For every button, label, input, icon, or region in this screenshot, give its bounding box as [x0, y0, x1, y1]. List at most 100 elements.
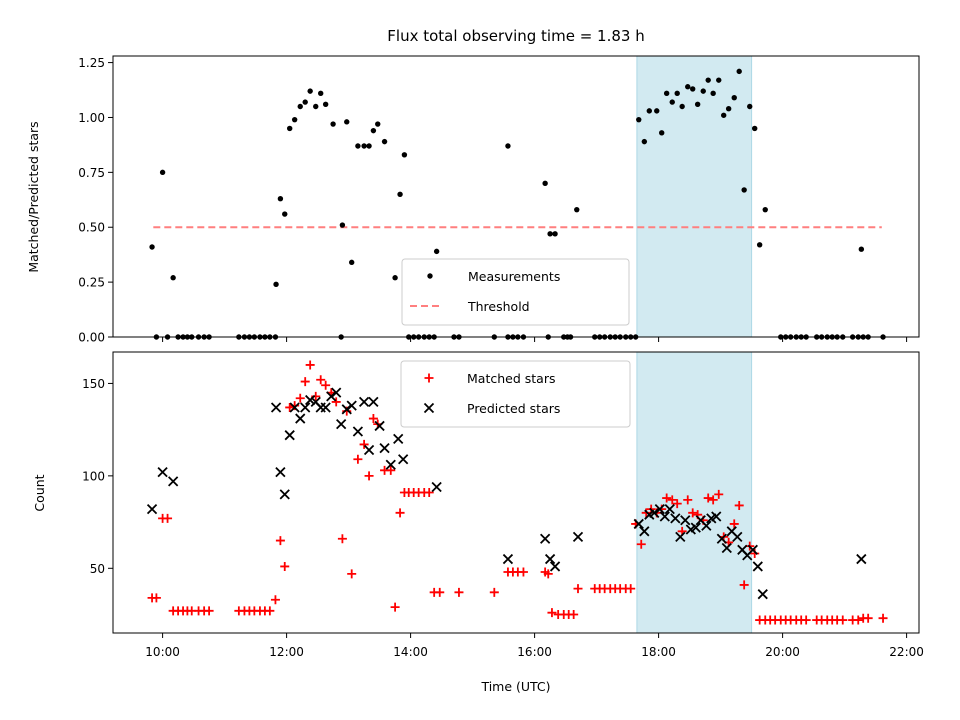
matched-star-point [435, 587, 445, 597]
predicted-star-point [289, 402, 300, 413]
predicted-star-point [649, 507, 660, 518]
y-tick-label: 150 [82, 377, 105, 391]
matched-star-point [265, 606, 275, 616]
matched-star-point [489, 587, 499, 597]
measurement-point [505, 143, 511, 149]
predicted-star-point [701, 520, 712, 531]
top-panel: 0.00 0.25 0.50 0.75 1.00 1.25 Measurements Thre… [26, 55, 920, 345]
measurement-point [401, 152, 408, 158]
predicted-star-point [398, 454, 409, 465]
predicted-star-point [295, 413, 306, 424]
predicted-star-point [654, 504, 665, 515]
predicted-star-point [300, 402, 311, 413]
predicted-star-point [363, 444, 375, 456]
predicted-star-point [279, 489, 290, 500]
matched-star-point [395, 508, 405, 518]
measurement-point [318, 90, 324, 97]
y-tick-label: 0.25 [78, 276, 105, 290]
predicted-star-point [315, 402, 326, 413]
matched-star-point [878, 613, 888, 623]
predicted-star-point [680, 515, 691, 526]
x-axis-label: Time (UTC) [480, 679, 550, 694]
matched-star-point [636, 539, 646, 549]
legend-matched-swatch [424, 373, 434, 383]
legend-label: Predicted stars [467, 401, 560, 416]
predicted-star-point [502, 553, 514, 565]
predicted-star-point [358, 396, 370, 408]
predicted-star-point [320, 402, 331, 413]
matched-star-point [290, 401, 300, 411]
predicted-star-point [732, 531, 743, 543]
predicted-star-point [690, 522, 701, 533]
top-plot-area: 0.00 0.25 0.50 0.75 1.00 1.25 Measurements Thre… [78, 55, 920, 345]
x-tick-label: 20:00 [765, 645, 800, 659]
matched-star-point [300, 377, 310, 387]
matched-star-point [714, 489, 724, 499]
legend: Measurements Threshold [401, 258, 630, 326]
matched-star-point [518, 567, 528, 577]
predicted-star-point [379, 442, 390, 454]
measurement-point [313, 103, 319, 110]
predicted-star-point [352, 426, 364, 437]
matched-star-point [347, 569, 357, 579]
predicted-star-point [270, 402, 282, 413]
matched-star-point [331, 397, 341, 407]
measurement-point [679, 103, 685, 110]
matched-star-point [353, 454, 363, 464]
measurement-point [339, 222, 346, 228]
measurement-point [355, 143, 361, 149]
matched-star-point [729, 519, 739, 529]
predicted-star-point [752, 561, 763, 572]
matched-star-point [626, 584, 636, 594]
matched-star-point [547, 608, 557, 618]
predicted-star-point [572, 531, 584, 543]
measurement-point [433, 248, 440, 255]
matched-star-point [295, 393, 305, 403]
predicted-star-point [168, 476, 179, 487]
y-tick-label: 0.75 [78, 166, 105, 180]
matched-star-point [364, 471, 374, 481]
matched-star-point [801, 615, 811, 625]
x-tick-label: 14:00 [393, 645, 428, 659]
measurement-point [747, 103, 753, 110]
matched-star-point [853, 615, 863, 625]
measurement-point [669, 99, 675, 105]
measurement-point [646, 108, 652, 114]
matched-star-point [424, 488, 434, 497]
measurement-point [170, 275, 176, 281]
measurement-point [659, 130, 665, 136]
measurement-point [685, 84, 691, 90]
legend-box [400, 360, 631, 428]
measurement-point [756, 242, 763, 248]
bottom-panel: 50 100 150 10:00 12:00 14:00 16:00 18:00 20:00 22… [32, 351, 924, 659]
predicted-star-point [675, 531, 686, 543]
measurement-point [858, 246, 865, 252]
predicted-star-point [331, 387, 342, 398]
legend-label: Threshold [467, 299, 530, 314]
matched-star-point [688, 508, 698, 518]
measurement-point [700, 88, 706, 94]
predicted-star-point [374, 420, 385, 432]
predicted-star-point [664, 504, 675, 515]
matched-star-point [359, 439, 369, 449]
predicted-star-point [336, 418, 347, 430]
measurement-point [149, 244, 155, 250]
predicted-star-point [721, 542, 732, 554]
predicted-star-point [747, 544, 758, 555]
measurement-point [710, 90, 716, 97]
measurement-point [277, 195, 284, 202]
predicted-star-point [659, 511, 670, 522]
measurement-point [574, 206, 580, 213]
matched-star-point [204, 606, 214, 616]
matched-star-point [280, 561, 290, 571]
predicted-star-point [346, 400, 357, 411]
measurement-point [725, 105, 732, 112]
matched-star-point [863, 613, 873, 623]
measurement-point [736, 68, 742, 75]
measurement-point [654, 108, 660, 114]
x-tick-label: 10:00 [145, 645, 180, 659]
predicted-star-point [711, 511, 722, 522]
matched-star-point [672, 499, 682, 509]
measurement-point [291, 116, 298, 123]
matched-star-point [543, 569, 553, 579]
